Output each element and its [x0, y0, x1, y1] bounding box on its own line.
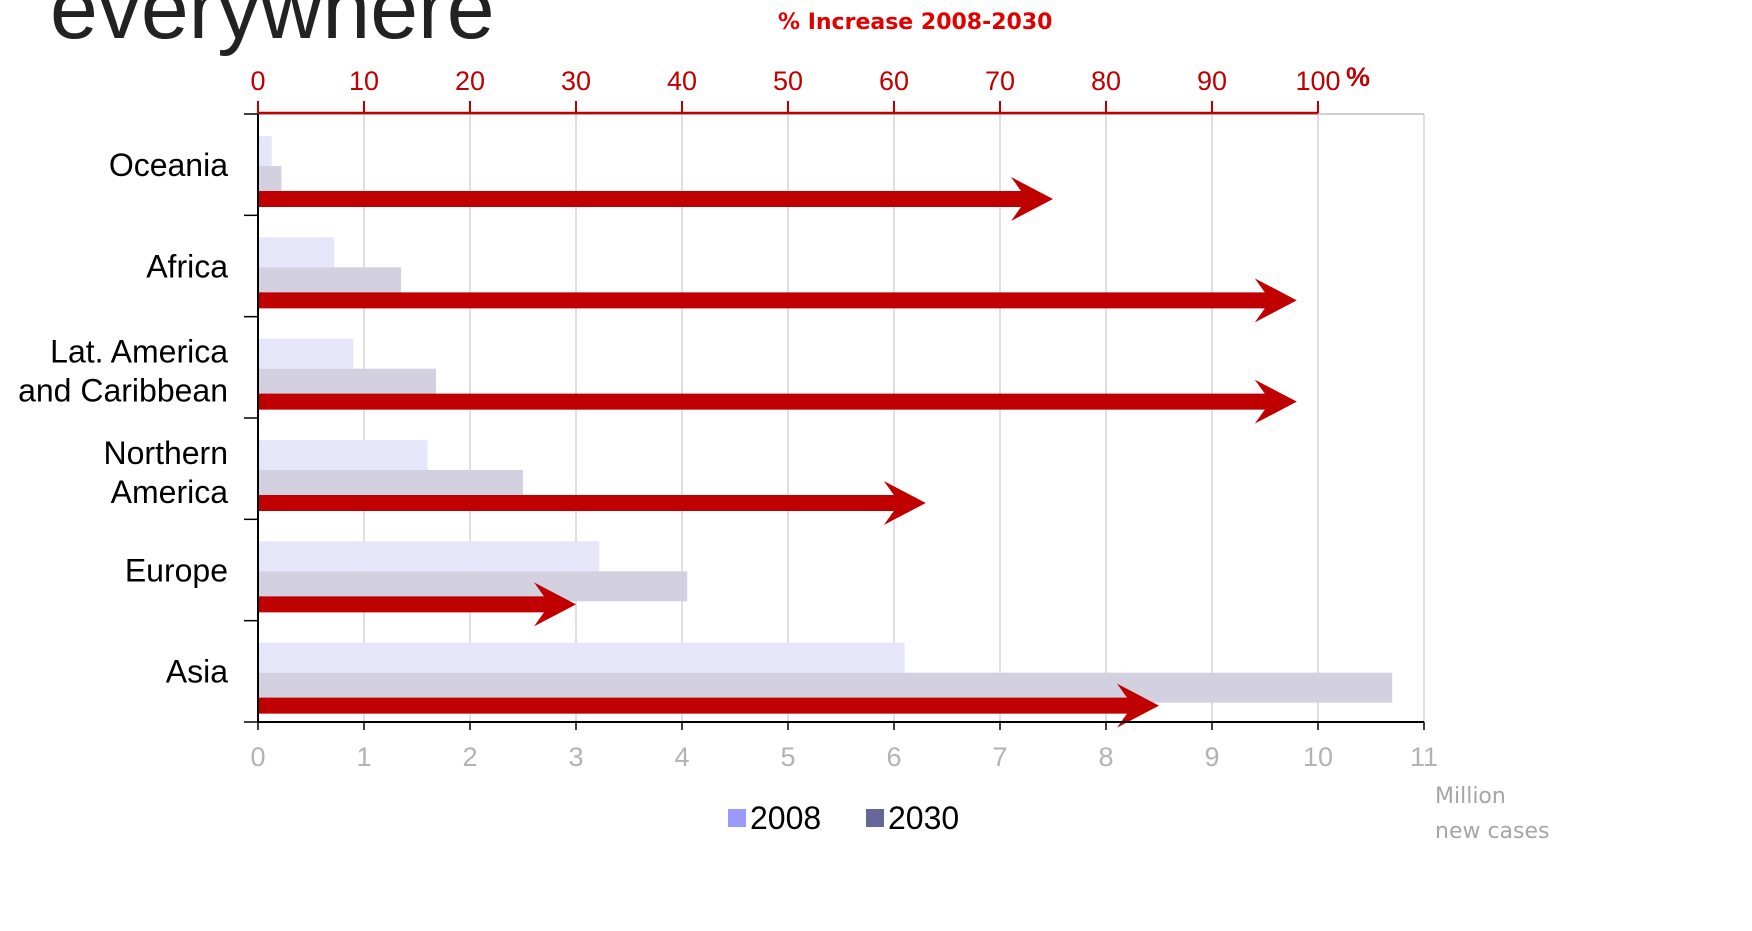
- axes: [244, 101, 1425, 730]
- bottom-tick-label-9: 9: [1204, 742, 1219, 772]
- bottom-tick-label-10: 10: [1303, 742, 1333, 772]
- bar-2008-1: [258, 237, 335, 268]
- bottom-tick-label-7: 7: [992, 742, 1007, 772]
- bottom-tick-label-8: 8: [1098, 742, 1113, 772]
- top-tick-label-0: 0: [250, 66, 265, 96]
- percent-arrow-0: [258, 177, 1053, 221]
- top-tick-label-40: 40: [667, 66, 697, 96]
- top-axis-ticks: 0 10 20 30 40 50 60 70 80 90 100%: [250, 62, 1370, 96]
- bottom-axis-ticks: 0 1 2 3 4 5 6 7 8 9 10 11 Million new cases: [250, 742, 1549, 844]
- bottom-tick-label-0: 0: [250, 742, 265, 772]
- top-tick-label-20: 20: [455, 66, 485, 96]
- top-tick-label-80: 80: [1091, 66, 1121, 96]
- bottom-tick-label-6: 6: [886, 742, 901, 772]
- bottom-tick-label-11: 11: [1410, 742, 1438, 772]
- percent-arrow-5: [258, 683, 1159, 728]
- top-tick-label-50: 50: [773, 66, 803, 96]
- percent-arrows: [258, 177, 1297, 728]
- bottom-tick-label-5: 5: [780, 742, 795, 772]
- legend-swatch-2030: [866, 809, 884, 827]
- chart-title: % Increase 2008-2030: [778, 10, 1052, 35]
- bar-2008-5: [258, 642, 905, 673]
- top-tick-label-70: 70: [985, 66, 1015, 96]
- top-tick-label-100: 100: [1295, 66, 1340, 96]
- category-label-4-0: Europe: [125, 552, 228, 588]
- legend: 2008 2030: [728, 800, 959, 836]
- top-tick-label-90: 90: [1197, 66, 1227, 96]
- percent-arrow-3: [258, 481, 926, 525]
- category-label-2-1: and Caribbean: [18, 373, 228, 409]
- category-label-3-1: America: [111, 474, 229, 510]
- legend-swatch-2008: [728, 809, 746, 827]
- bar-2008-4: [258, 541, 600, 572]
- page-title-fragment: everywhere: [50, 0, 495, 57]
- bar-2008-0: [258, 136, 272, 166]
- percent-arrow-1: [258, 278, 1297, 323]
- x-axis-unit-line-1: new cases: [1435, 819, 1550, 844]
- top-tick-label-10: 10: [349, 66, 379, 96]
- category-label-5-0: Asia: [166, 654, 228, 690]
- bar-2008-2: [258, 338, 354, 369]
- category-label-0-0: Oceania: [109, 147, 228, 183]
- bar-2008-3: [258, 440, 428, 470]
- legend-label-2008: 2008: [750, 800, 821, 836]
- bottom-tick-label-2: 2: [462, 742, 477, 772]
- percent-arrow-4: [258, 582, 576, 627]
- category-label-3-0: Northern: [104, 435, 229, 471]
- bottom-tick-label-3: 3: [568, 742, 583, 772]
- x-axis-unit-line-0: Million: [1435, 784, 1506, 809]
- bottom-tick-label-1: 1: [356, 742, 371, 772]
- legend-label-2030: 2030: [888, 800, 959, 836]
- top-tick-label-60: 60: [879, 66, 909, 96]
- percent-arrow-2: [258, 379, 1297, 424]
- category-label-1-0: Africa: [146, 248, 228, 284]
- top-axis-unit: %: [1346, 62, 1370, 92]
- bar-2030-0: [258, 166, 282, 196]
- bottom-tick-label-4: 4: [674, 742, 689, 772]
- category-label-2-0: Lat. America: [50, 334, 228, 370]
- bars: [258, 136, 1393, 703]
- top-tick-label-30: 30: [561, 66, 591, 96]
